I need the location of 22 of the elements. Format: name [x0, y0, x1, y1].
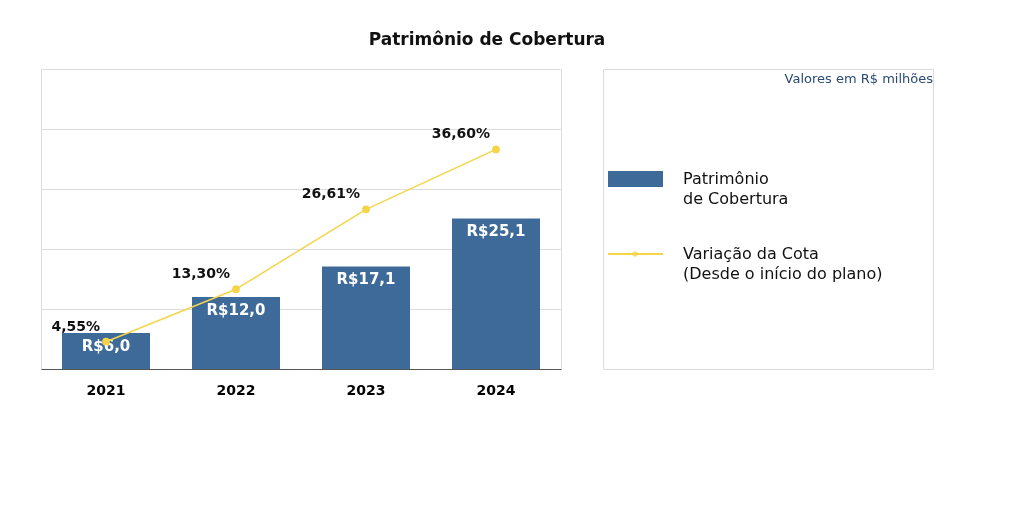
data-label: 13,30%	[171, 265, 230, 282]
x-tick-label: 2022	[216, 381, 256, 398]
chart-title: Patrimônio de Cobertura	[368, 28, 606, 49]
data-label: R$25,1	[466, 222, 526, 241]
data-label: 26,61%	[301, 185, 360, 202]
text: Valores em R$ milhões	[784, 71, 934, 86]
bar	[62, 333, 150, 369]
data-label: 4,55%	[51, 317, 100, 334]
data-label: R$17,1	[336, 270, 396, 289]
x-tick-label: 2024	[476, 381, 516, 398]
x-tick-label: 2023	[346, 381, 386, 398]
point	[362, 205, 370, 214]
data-label: 36,60%	[431, 125, 490, 142]
legend-label: Patrimônio de Cobertura	[683, 169, 789, 208]
point	[492, 145, 500, 154]
bar	[452, 218, 540, 369]
point	[232, 285, 240, 294]
legend-label: Variação da Cota (Desde o início do plano)	[683, 244, 883, 283]
x-tick-label: 2021	[86, 381, 126, 398]
data-label: R$12,0	[206, 301, 266, 319]
bar	[322, 266, 410, 369]
bar	[192, 297, 280, 369]
